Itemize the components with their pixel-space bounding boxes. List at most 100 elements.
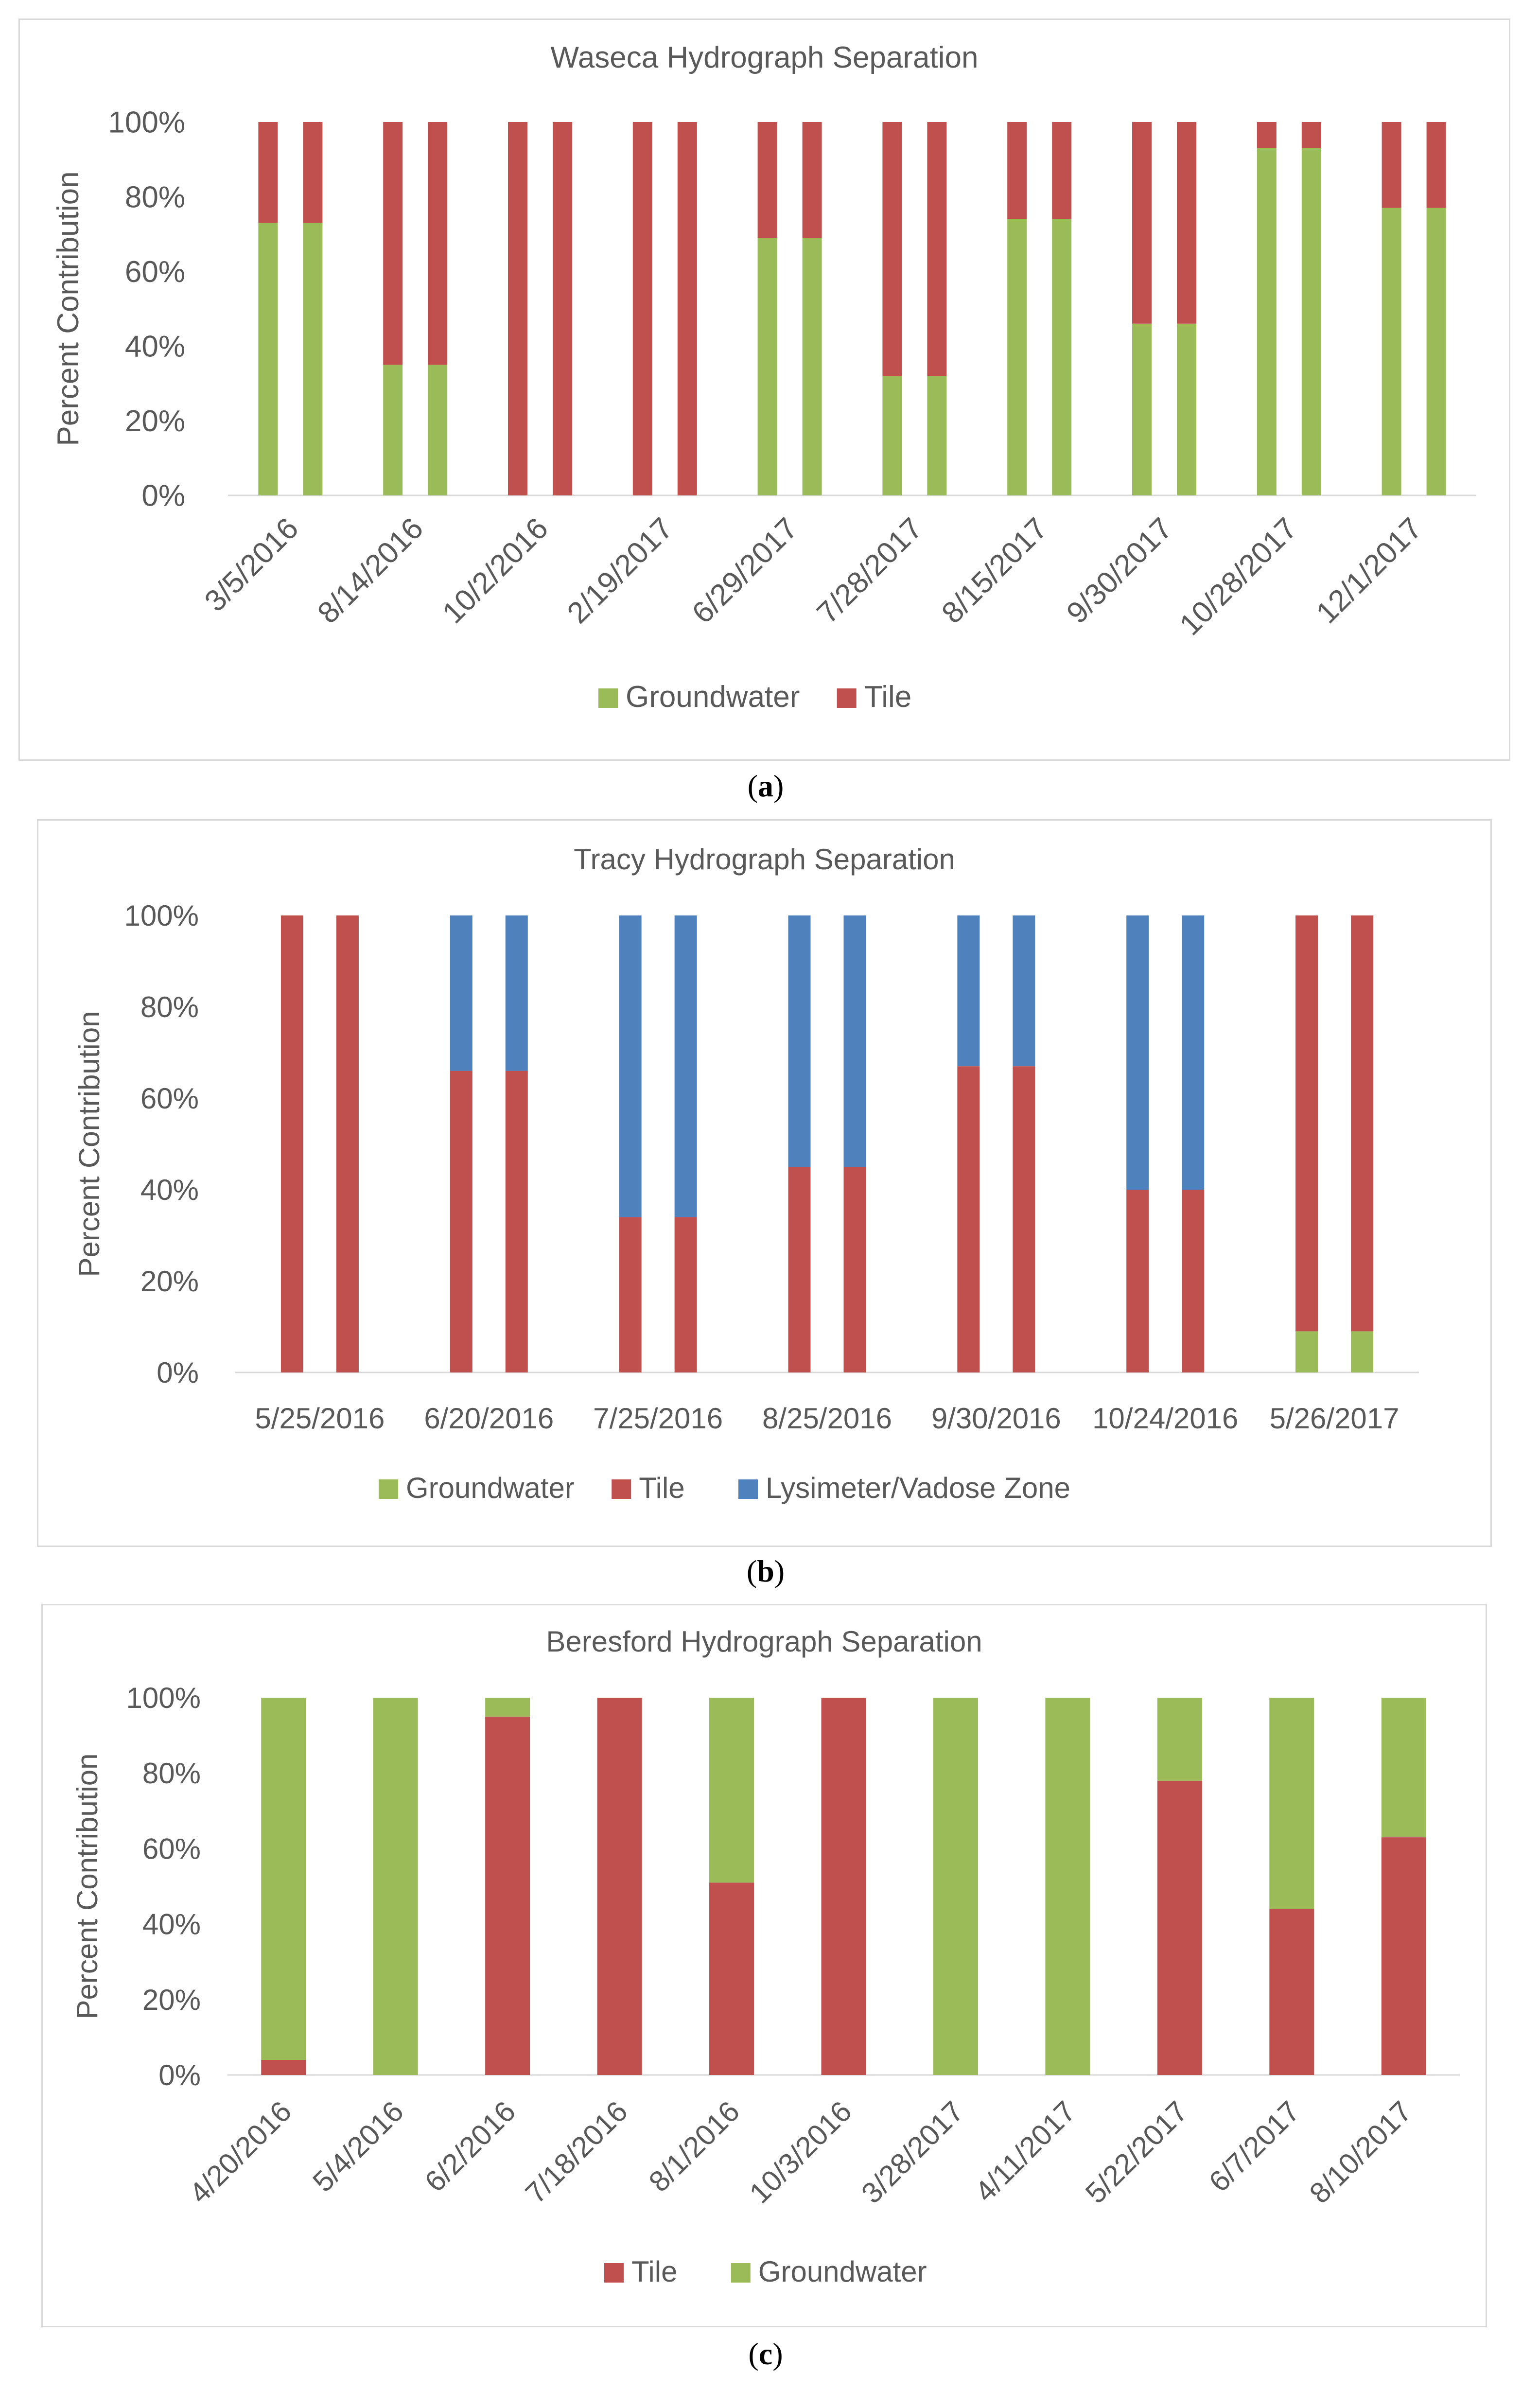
bar-groundwater bbox=[757, 238, 777, 496]
bar-groundwater bbox=[1426, 208, 1446, 495]
bar-tile bbox=[757, 122, 777, 238]
x-tick-label: 6/7/2017 bbox=[1203, 2095, 1306, 2198]
bar-lysimeter-vadose-zone bbox=[788, 915, 811, 1167]
legend-swatch bbox=[379, 1479, 398, 1499]
chart-panel-waseca: Waseca Hydrograph Separation Percent Cont… bbox=[18, 18, 1510, 761]
bar-tile bbox=[1132, 122, 1152, 324]
y-tick-label: 60% bbox=[142, 1832, 201, 1865]
y-tick-label: 40% bbox=[125, 330, 185, 364]
bar-tile bbox=[802, 122, 822, 238]
bar-tile bbox=[508, 122, 527, 495]
x-tick-label: 8/14/2016 bbox=[311, 511, 430, 630]
x-tick-label: 7/25/2016 bbox=[593, 1402, 723, 1435]
x-tick-label: 3/28/2017 bbox=[855, 2095, 970, 2210]
legend-label: Lysimeter/Vadose Zone bbox=[766, 1472, 1070, 1504]
x-tick-label: 3/5/2016 bbox=[198, 511, 305, 618]
y-tick-label: 80% bbox=[140, 991, 199, 1023]
bar-tile bbox=[619, 1217, 642, 1372]
y-tick-label: 0% bbox=[158, 2059, 201, 2092]
bar-tile bbox=[957, 1066, 980, 1372]
bar-tile bbox=[261, 2059, 306, 2075]
y-tick-label: 80% bbox=[125, 180, 185, 214]
bar-groundwater bbox=[1007, 219, 1027, 495]
x-tick-label: 4/11/2017 bbox=[969, 2095, 1082, 2208]
bar-tile bbox=[1382, 122, 1401, 208]
beresford-chart: Beresford Hydrograph Separation Percent C… bbox=[71, 1625, 1460, 2288]
x-tick-label: 10/2/2016 bbox=[436, 511, 555, 630]
bar-groundwater bbox=[258, 223, 278, 495]
caption-a-letter: a bbox=[758, 769, 773, 803]
bar-groundwater bbox=[373, 1698, 418, 2075]
bar-tile bbox=[1381, 1837, 1426, 2075]
bar-lysimeter-vadose-zone bbox=[450, 915, 472, 1071]
bar-groundwater bbox=[927, 376, 947, 495]
bar-tile bbox=[632, 122, 652, 495]
bar-tile bbox=[280, 915, 303, 1372]
bar-groundwater bbox=[485, 1698, 530, 1717]
bar-groundwater bbox=[1157, 1698, 1202, 1781]
bar-tile bbox=[1257, 122, 1277, 148]
bar-groundwater bbox=[709, 1698, 754, 1883]
bar-groundwater bbox=[261, 1698, 306, 2060]
bar-groundwater bbox=[1052, 219, 1072, 495]
tracy-chart: Tracy Hydrograph Separation Percent Contr… bbox=[73, 843, 1419, 1504]
x-tick-label: 2/19/2017 bbox=[561, 511, 680, 630]
bar-tile bbox=[450, 1071, 472, 1372]
x-tick-label: 9/30/2017 bbox=[1060, 511, 1179, 630]
bar-tile bbox=[383, 122, 403, 365]
legend-swatch bbox=[604, 2263, 624, 2283]
bar-tile bbox=[553, 122, 572, 495]
bar-groundwater bbox=[1269, 1698, 1314, 1909]
x-tick-label: 7/28/2017 bbox=[810, 511, 929, 630]
x-tick-label: 6/20/2016 bbox=[424, 1402, 554, 1435]
caption-b-letter: b bbox=[757, 1554, 774, 1588]
x-tick-label: 5/4/2016 bbox=[306, 2095, 410, 2198]
y-tick-label: 20% bbox=[140, 1265, 199, 1298]
bar-lysimeter-vadose-zone bbox=[1126, 915, 1149, 1190]
legend-label: Tile bbox=[639, 1472, 684, 1504]
bar-tile bbox=[677, 122, 697, 495]
y-tick-label: 0% bbox=[157, 1356, 199, 1389]
bar-groundwater bbox=[1257, 148, 1277, 495]
bar-tile bbox=[1177, 122, 1196, 324]
bar-tile bbox=[709, 1882, 754, 2075]
chart-panel-beresford: Beresford Hydrograph Separation Percent C… bbox=[41, 1604, 1487, 2327]
bar-tile bbox=[821, 1698, 866, 2075]
caption-a: (a) bbox=[747, 769, 784, 803]
chart-title: Beresford Hydrograph Separation bbox=[546, 1625, 982, 1658]
y-tick-label: 40% bbox=[142, 1908, 201, 1941]
bar-tile bbox=[882, 122, 902, 376]
legend-label: Tile bbox=[631, 2255, 677, 2288]
caption-c-letter: c bbox=[758, 2337, 773, 2371]
bar-groundwater bbox=[1045, 1698, 1090, 2075]
legend-swatch bbox=[598, 688, 618, 708]
y-axis-label: Percent Contribution bbox=[52, 171, 85, 446]
y-tick-label: 100% bbox=[108, 106, 185, 140]
y-tick-label: 0% bbox=[141, 479, 185, 513]
y-axis-label: Percent Contribution bbox=[73, 1011, 105, 1277]
bar-lysimeter-vadose-zone bbox=[843, 915, 866, 1167]
bar-tile bbox=[1426, 122, 1446, 208]
bar-tile bbox=[1013, 1066, 1035, 1372]
bar-tile bbox=[1351, 915, 1374, 1332]
x-tick-label: 6/29/2017 bbox=[686, 511, 805, 630]
bar-tile bbox=[485, 1716, 530, 2075]
waseca-chart: Waseca Hydrograph Separation Percent Cont… bbox=[52, 41, 1476, 714]
bar-groundwater bbox=[303, 223, 323, 495]
bar-tile bbox=[505, 1071, 528, 1372]
bar-groundwater bbox=[1301, 148, 1321, 495]
x-tick-label: 5/22/2017 bbox=[1079, 2095, 1194, 2210]
y-tick-label: 20% bbox=[142, 1984, 201, 2016]
bar-tile bbox=[597, 1698, 642, 2075]
bar-tile bbox=[303, 122, 323, 223]
bar-groundwater bbox=[933, 1698, 978, 2075]
bar-groundwater bbox=[1295, 1331, 1318, 1372]
bar-groundwater bbox=[383, 365, 403, 495]
legend-label: Groundwater bbox=[758, 2255, 927, 2288]
y-tick-label: 60% bbox=[140, 1082, 199, 1115]
bar-groundwater bbox=[1382, 208, 1401, 495]
legend-swatch bbox=[731, 2263, 751, 2283]
bar-lysimeter-vadose-zone bbox=[505, 915, 528, 1071]
caption-c: (c) bbox=[748, 2337, 783, 2371]
x-tick-label: 5/25/2016 bbox=[255, 1402, 385, 1435]
